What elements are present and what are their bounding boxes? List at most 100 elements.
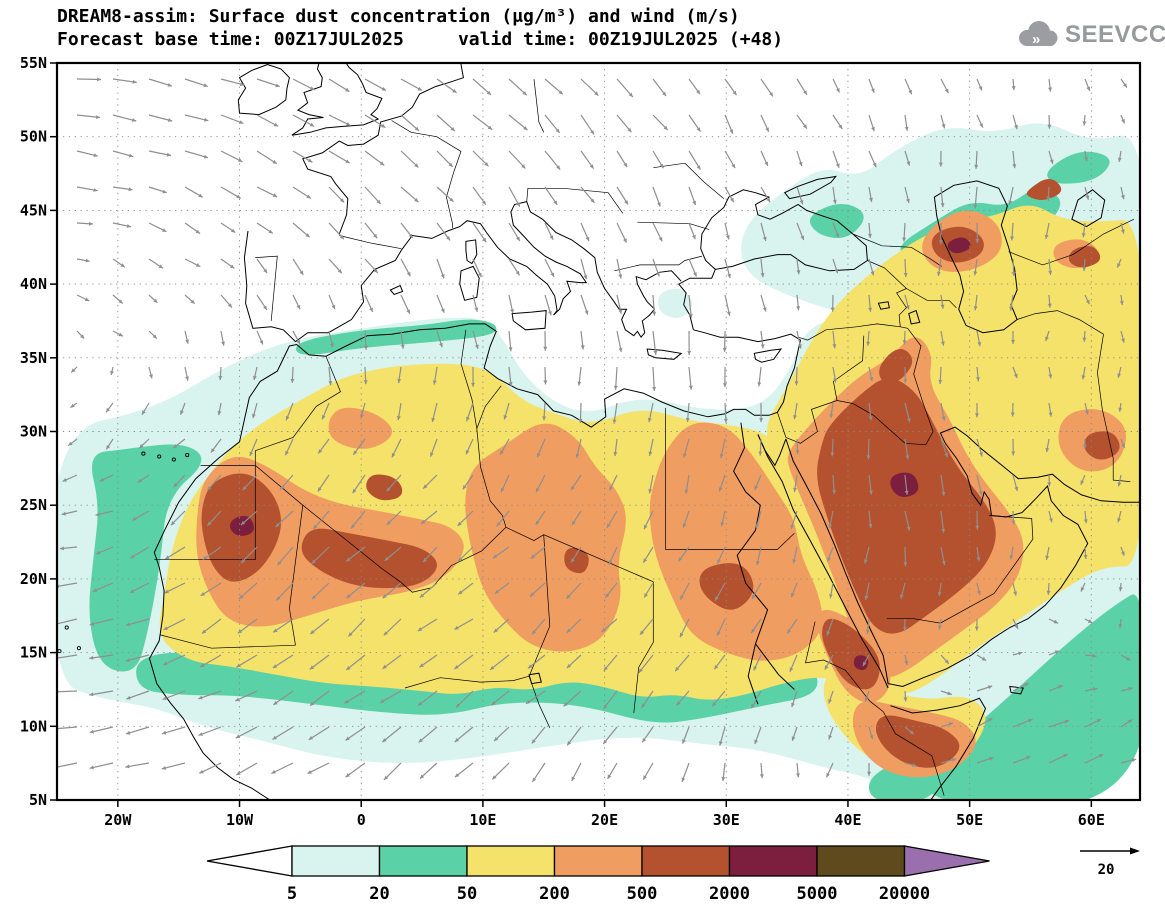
wind-arrow-head xyxy=(571,558,575,563)
dust-contour-level-5 xyxy=(366,474,403,501)
wind-arrow xyxy=(236,654,258,668)
dust-contour-level-4 xyxy=(465,423,626,652)
wind-arrow-head xyxy=(259,340,264,345)
wind-arrow-head xyxy=(798,161,803,167)
wind-arrow-head xyxy=(624,200,628,205)
wind-arrow-head xyxy=(163,661,168,666)
legend-value-label: 200 xyxy=(539,884,570,904)
coastline xyxy=(148,323,802,800)
wind-arrow-head xyxy=(727,273,731,279)
wind-arrow-head xyxy=(580,345,585,350)
wind-arrow-head xyxy=(696,165,701,170)
wind-arrow-head xyxy=(536,487,540,493)
wind-arrow-head xyxy=(386,520,391,525)
wind-arrow-head xyxy=(1046,196,1051,201)
wind-arrow-head xyxy=(1011,272,1016,276)
wind-arrow-head xyxy=(1064,719,1069,724)
wind-arrow-head xyxy=(440,274,445,279)
wind-arrow-head xyxy=(543,380,548,385)
wind-arrow-head xyxy=(1118,587,1123,592)
wind-arrow-head xyxy=(85,258,90,263)
wind-arrow xyxy=(489,654,510,671)
wind-arrow-head xyxy=(309,122,315,127)
lat-tick-label: 10N xyxy=(20,717,47,735)
wind-arrow-head xyxy=(1121,195,1125,200)
wind-arrow-head xyxy=(642,737,647,743)
wind-arrow-head xyxy=(419,663,424,668)
wind-arrow-head xyxy=(454,665,459,669)
wind-arrow-head xyxy=(938,240,943,245)
wind-arrow xyxy=(272,726,294,740)
wind-arrow xyxy=(364,150,385,166)
country-border xyxy=(785,400,934,446)
wind-arrow-head xyxy=(96,115,101,119)
wind-arrow-head xyxy=(235,734,241,739)
wind-arrow-head xyxy=(252,413,256,419)
wind-arrow-head xyxy=(833,378,837,383)
wind-arrow-head xyxy=(166,152,171,157)
wind-arrow-head xyxy=(824,665,829,670)
wind-arrow-head xyxy=(310,86,315,90)
coastline xyxy=(291,63,383,136)
wind-arrow-head xyxy=(680,595,684,600)
wind-arrow-head xyxy=(548,311,552,316)
wind-arrow-head xyxy=(868,233,872,238)
wind-arrow-head xyxy=(202,555,208,560)
wind-arrow-head xyxy=(590,198,595,203)
wind-arrow-head xyxy=(717,631,721,636)
wind-arrow-head xyxy=(526,699,531,704)
wind-arrow-head xyxy=(423,558,428,563)
wind-arrow xyxy=(580,78,599,97)
wind-arrow-head xyxy=(128,153,134,158)
wind-arrow-head xyxy=(693,272,697,277)
wind-arrow-head xyxy=(239,120,244,124)
wind-arrow-head xyxy=(236,663,241,668)
wind-arrow-head xyxy=(754,739,758,744)
wind-arrow-head xyxy=(1085,410,1089,415)
wind-arrow-head xyxy=(800,235,805,240)
legend-value-label: 20 xyxy=(369,884,389,904)
wind-arrow-head xyxy=(981,656,987,661)
wind-arrow-head xyxy=(1014,624,1018,629)
wind-arrow xyxy=(234,690,258,702)
wind-arrow-head xyxy=(471,382,475,387)
wind-arrow xyxy=(400,150,419,168)
coastline xyxy=(302,63,464,235)
country-border xyxy=(254,356,341,466)
wind-arrow-head xyxy=(448,162,453,167)
wind-arrow-head xyxy=(161,766,166,770)
wind-arrow xyxy=(345,726,366,741)
coastline-islet xyxy=(171,457,176,462)
wind-arrow-head xyxy=(1054,650,1060,655)
wind-arrow-head xyxy=(1131,758,1137,762)
wind-arrow xyxy=(126,690,150,700)
wind-arrow-head xyxy=(567,741,572,746)
wind-arrow-head xyxy=(486,90,491,95)
wind-arrow xyxy=(652,330,657,355)
wind-arrow-head xyxy=(268,229,273,234)
coastline xyxy=(890,697,987,800)
wind-arrow-head xyxy=(142,410,146,415)
wind-arrow-head xyxy=(803,124,807,129)
wind-arrow-head xyxy=(263,268,268,274)
wind-arrow-head xyxy=(974,164,979,169)
coastline-island xyxy=(646,348,683,360)
legend-segment xyxy=(378,845,468,877)
wind-arrow xyxy=(163,618,186,631)
wind-arrow-head xyxy=(132,516,137,521)
wind-arrow-head xyxy=(657,202,661,207)
wind-arrow-head xyxy=(397,378,402,383)
wind-arrow-head xyxy=(941,124,946,129)
wind-arrow xyxy=(455,690,474,708)
wind-arrow-head xyxy=(792,559,797,564)
wind-arrow-head xyxy=(601,627,606,632)
wind-arrow-head xyxy=(494,737,499,742)
wind-arrow-head xyxy=(516,202,520,207)
wind-arrow xyxy=(383,762,402,781)
wind-arrow-head xyxy=(414,126,419,131)
wind-arrow-head xyxy=(555,128,560,133)
wind-arrow-head xyxy=(696,89,700,95)
wind-arrow-head xyxy=(1092,687,1098,692)
wind-arrow-head xyxy=(273,122,279,127)
dust-contour-level-5 xyxy=(822,618,880,690)
